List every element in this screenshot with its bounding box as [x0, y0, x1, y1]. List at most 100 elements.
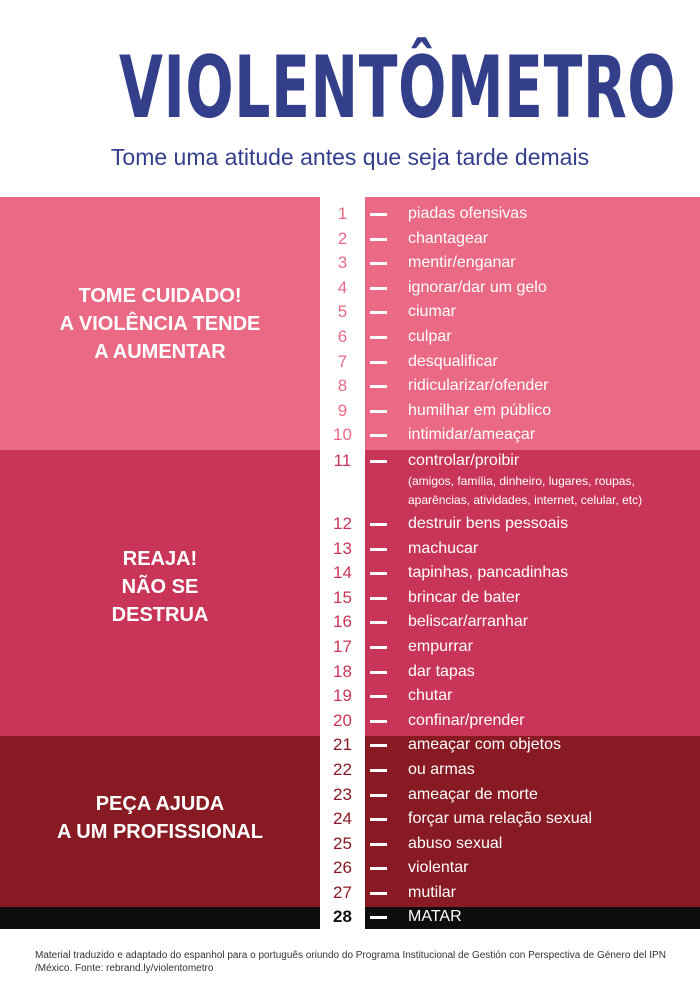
item-label: ciumar — [408, 303, 457, 321]
item-tick — [370, 596, 387, 600]
item-label: ou armas — [408, 761, 475, 778]
item-label: mentir/enganar — [408, 254, 516, 272]
item-tick — [370, 916, 387, 919]
item-number: 2 — [337, 228, 348, 248]
item-tick — [370, 842, 387, 846]
item-number: 8 — [337, 376, 348, 396]
item-number: 26 — [333, 858, 352, 878]
item-tick — [370, 744, 387, 748]
page-subtitle: Tome uma atitude antes que seja tarde de… — [110, 144, 590, 170]
item-number: 3 — [337, 253, 348, 273]
item-tick — [370, 695, 387, 699]
item-tick — [370, 547, 387, 551]
item-number: 20 — [333, 710, 352, 730]
item-note: (amigos, família, dinheiro, lugares, rou… — [408, 474, 643, 507]
item-label: empurrar — [408, 638, 473, 655]
item-number: 24 — [333, 809, 352, 829]
item-tick — [370, 793, 387, 797]
item-tick — [370, 460, 387, 463]
item-label: humilhar em público — [408, 401, 552, 419]
zone-label-seek-help: PEÇA AJUDA A UM PROFISSIONAL — [20, 790, 300, 846]
item-number: 21 — [333, 735, 352, 755]
item-label: ridicularizar/ofender — [408, 377, 549, 395]
item-label: controlar/proibir — [408, 452, 520, 469]
zone-label-line: PEÇA AJUDA — [95, 793, 225, 815]
item-tick — [370, 213, 387, 216]
item-number: 28 — [333, 907, 352, 926]
item-tick — [370, 670, 387, 674]
item-tick — [370, 385, 387, 389]
zone-label-line: NÃO SE — [121, 576, 199, 598]
item-tick — [370, 867, 387, 871]
item-label: mutilar — [408, 884, 457, 901]
zone-label-line: A AUMENTAR — [94, 341, 226, 363]
item-label: brincar de bater — [408, 588, 521, 606]
item-number: 7 — [337, 351, 348, 371]
item-tick — [370, 769, 387, 772]
item-tick — [370, 311, 387, 315]
item-number: 12 — [333, 514, 352, 533]
item-tick — [370, 286, 387, 290]
item-tick — [370, 621, 387, 625]
item-label: chantagear — [408, 229, 489, 247]
item-label: dar tapas — [408, 662, 475, 680]
item-number: 10 — [333, 425, 352, 445]
item-number: 11 — [333, 451, 352, 470]
item-label: beliscar/arranhar — [408, 613, 529, 631]
item-number: 17 — [333, 637, 352, 656]
item-label: intimidar/ameaçar — [408, 426, 536, 444]
zone-label-line: A VIOLÊNCIA TENDE — [59, 313, 261, 335]
item-number: 4 — [337, 277, 348, 297]
item-label: confinar/prender — [408, 711, 525, 729]
item-label: forçar uma relação sexual — [408, 810, 593, 828]
item-number: 25 — [333, 833, 352, 853]
item-number: 19 — [333, 686, 352, 706]
zone-label-react: REAJA! NÃO SE DESTRUA — [20, 545, 300, 629]
item-label: MATAR — [408, 908, 462, 925]
item-label: piadas ofensivas — [408, 205, 528, 222]
item-number: 15 — [333, 587, 352, 607]
item-tick — [370, 719, 387, 723]
item-number: 5 — [337, 302, 348, 322]
item-label: ameaçar de morte — [408, 785, 538, 803]
zone-label-line: A UM PROFISSIONAL — [57, 821, 263, 843]
item-label: abuso sexual — [408, 834, 503, 852]
item-number: 6 — [337, 327, 348, 346]
item-label: desqualificar — [408, 352, 498, 370]
item-number: 13 — [333, 538, 352, 558]
item-number: 22 — [333, 760, 352, 779]
item-label: tapinhas, pancadinhas — [408, 564, 569, 582]
item-tick — [370, 572, 387, 576]
item-tick — [370, 262, 387, 266]
item-tick — [370, 892, 387, 895]
item-label: culpar — [408, 328, 452, 345]
violence-ruler — [320, 197, 365, 929]
item-tick — [370, 523, 387, 526]
item-tick — [370, 434, 387, 438]
item-label: chutar — [408, 687, 453, 705]
item-number: 1 — [337, 204, 348, 223]
item-tick — [370, 818, 387, 822]
source-footnote: Material traduzido e adaptado do espanho… — [35, 950, 666, 974]
item-label: destruir bens pessoais — [408, 515, 569, 532]
item-number: 18 — [333, 661, 352, 681]
item-number: 14 — [333, 563, 352, 583]
item-label: ignorar/dar um gelo — [408, 278, 547, 296]
item-number: 23 — [333, 784, 352, 804]
zone-label-line: REAJA! — [122, 548, 198, 570]
item-number: 16 — [333, 612, 352, 632]
item-label: ameaçar com objetos — [408, 736, 561, 754]
item-tick — [370, 336, 387, 339]
zone-label-line: TOME CUIDADO! — [78, 285, 242, 307]
item-tick — [370, 409, 387, 413]
zone-label-line: DESTRUA — [111, 604, 209, 626]
item-tick — [370, 646, 387, 649]
page-title: VIOLENTÔMETRO — [118, 38, 677, 138]
item-label: machucar — [408, 539, 479, 557]
item-number: 9 — [337, 400, 348, 420]
item-number: 27 — [333, 883, 352, 902]
item-tick — [370, 237, 387, 241]
item-tick — [370, 360, 387, 364]
zone-label-caution: TOME CUIDADO! A VIOLÊNCIA TENDE A AUMENT… — [20, 282, 300, 366]
item-label: violentar — [408, 859, 469, 877]
